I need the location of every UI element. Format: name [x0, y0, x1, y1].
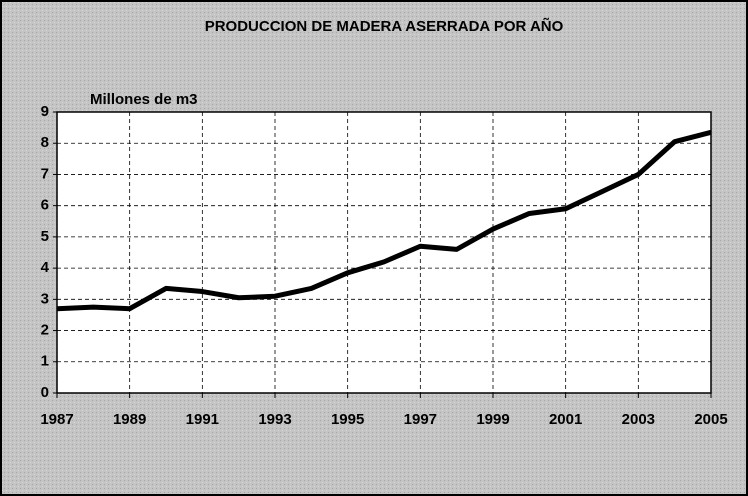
plot-area — [56, 111, 712, 394]
x-tick-label: 1997 — [404, 411, 437, 428]
chart-title: PRODUCCION DE MADERA ASERRADA POR AÑO — [205, 17, 564, 35]
x-tick-label: 1987 — [40, 411, 73, 428]
y-tick-label: 5 — [41, 228, 49, 245]
y-tick-label: 2 — [41, 322, 49, 339]
y-tick-label: 6 — [41, 197, 49, 214]
x-tick-label: 1991 — [186, 411, 219, 428]
x-tick-label: 1995 — [331, 411, 364, 428]
y-tick-label: 3 — [41, 290, 49, 307]
y-tick-label: 7 — [41, 165, 49, 182]
y-tick-label: 9 — [41, 103, 49, 120]
data-line — [56, 129, 712, 312]
y-tick-label: 0 — [41, 384, 49, 401]
x-tick-label: 1993 — [258, 411, 291, 428]
x-tick-label: 2003 — [622, 411, 655, 428]
x-tick-label: 1989 — [113, 411, 146, 428]
y-tick-label: 4 — [41, 259, 50, 276]
y-tick-label: 8 — [41, 134, 49, 151]
y-axis-label: Millones de m3 — [90, 91, 198, 108]
x-tick-label: 1999 — [476, 411, 509, 428]
y-tick-label: 1 — [41, 353, 49, 370]
x-tick-label: 2005 — [694, 411, 727, 428]
x-tick-label: 2001 — [549, 411, 582, 428]
